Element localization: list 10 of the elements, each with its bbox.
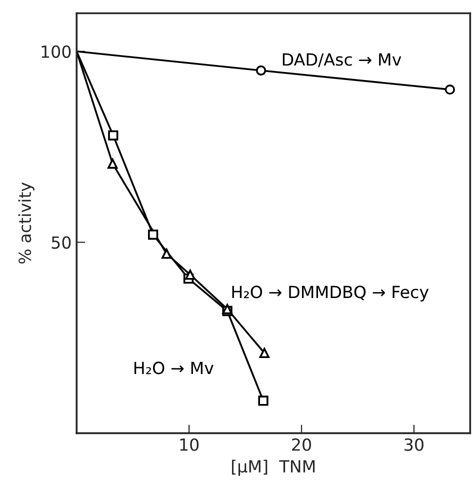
- x-tick-label: 30: [404, 438, 424, 451]
- y-tick-label: 100: [42, 45, 71, 58]
- series-label: H₂O → DMMDBQ → Fecy: [232, 286, 429, 302]
- y-tick-label: 50: [52, 236, 71, 249]
- x-axis-title: [μM] TNM: [232, 460, 315, 476]
- series-label: H₂O → Mv: [134, 362, 214, 374]
- y-axis-title: % activity: [18, 182, 34, 264]
- series-label: DAD/Asc → Mv: [282, 53, 402, 68]
- x-tick-label: 20: [292, 438, 311, 451]
- x-tick-label: 10: [180, 438, 199, 451]
